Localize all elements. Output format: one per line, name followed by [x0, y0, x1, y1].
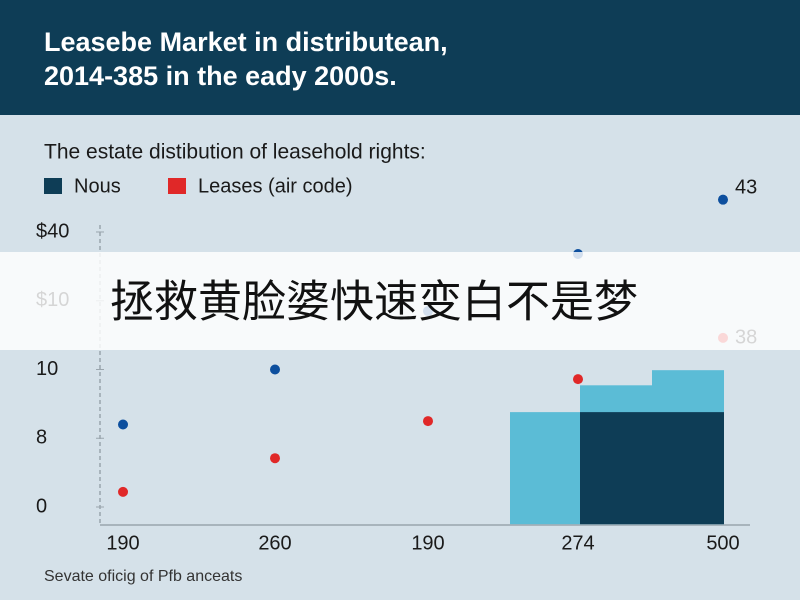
- chart-title: Leasebe Market in distributean,: [44, 27, 448, 57]
- y-tick-label: $40: [36, 220, 69, 242]
- chart-title: 2014-385 in the eady 2000s.: [44, 61, 397, 91]
- y-tick-label: 8: [36, 427, 47, 449]
- x-tick-label: 274: [561, 532, 594, 554]
- point: [270, 453, 280, 464]
- point: [573, 374, 583, 385]
- overlay-band: [0, 252, 800, 350]
- point: [423, 416, 433, 427]
- point: [118, 419, 128, 430]
- legend-swatch: [44, 178, 62, 194]
- bar: [580, 412, 724, 525]
- point: [118, 486, 128, 497]
- overlay-text: 拯救黄脸婆快速变白不是梦: [110, 278, 638, 327]
- legend-swatch: [168, 178, 186, 194]
- x-tick-label: 500: [706, 532, 739, 554]
- point: [718, 194, 728, 205]
- legend-label: Nous: [74, 175, 121, 197]
- header-band: [0, 0, 800, 115]
- x-tick-label: 190: [411, 532, 444, 554]
- y-tick-label: 10: [36, 358, 58, 380]
- x-tick-label: 190: [106, 532, 139, 554]
- x-tick-label: 260: [258, 532, 291, 554]
- bar: [510, 412, 580, 525]
- footer: Sevate oficig of Pfb anceats: [44, 568, 242, 585]
- y-tick-label: 0: [36, 495, 47, 517]
- point: [270, 364, 280, 375]
- annotation: 43: [735, 176, 757, 198]
- chart-subtitle: The estate distibution of leasehold righ…: [44, 141, 426, 164]
- legend-label: Leases (air code): [198, 175, 353, 197]
